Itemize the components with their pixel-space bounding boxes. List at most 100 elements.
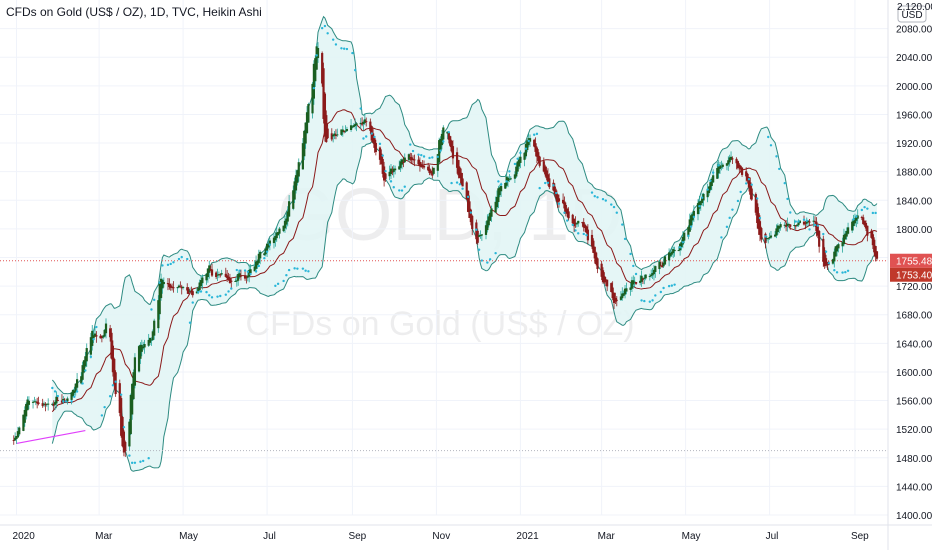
candle-body: [179, 286, 182, 288]
candle-body: [672, 249, 675, 254]
candle-body: [740, 167, 744, 175]
candle-body: [354, 124, 357, 127]
psar-dot: [420, 153, 423, 157]
candle-body: [351, 126, 354, 128]
candle-body: [804, 223, 807, 225]
candle-body: [55, 396, 58, 404]
psar-dot: [654, 294, 657, 297]
candle-body: [71, 389, 75, 397]
candle-body: [764, 233, 767, 243]
candle-body: [831, 259, 835, 264]
candle-body: [815, 221, 818, 232]
psar-dot: [532, 133, 536, 136]
candle-body: [93, 333, 97, 337]
psar-dot: [747, 178, 751, 181]
candle-body: [533, 139, 536, 147]
psar-dot: [461, 187, 464, 190]
candle-body: [118, 383, 121, 413]
psar-dot: [114, 380, 117, 383]
candle-body: [285, 218, 288, 225]
candle-body: [198, 282, 201, 291]
psar-dot: [128, 454, 131, 457]
candle-body: [824, 258, 828, 266]
psar-dot: [833, 269, 836, 272]
candle-body: [874, 246, 877, 257]
candle-body: [219, 274, 222, 276]
psar-dot: [816, 224, 819, 227]
psar-dot: [786, 197, 789, 201]
psar-dot: [475, 228, 478, 231]
candle-body: [805, 221, 808, 224]
candle-body: [446, 131, 449, 134]
psar-dot: [342, 47, 346, 50]
candle-body: [409, 157, 412, 159]
psar-dot: [56, 394, 60, 398]
candle-body: [237, 274, 240, 281]
psar-dot: [119, 393, 123, 396]
candle-body: [66, 398, 69, 402]
psar-dot: [535, 132, 539, 136]
candle-body: [651, 272, 654, 276]
candle-body: [349, 125, 353, 130]
candle-body: [702, 193, 705, 201]
psar-dot: [670, 284, 674, 287]
psar-dot: [210, 296, 214, 299]
candle-body: [182, 286, 185, 288]
psar-dot: [282, 279, 285, 283]
psar-dot: [458, 183, 462, 186]
psar-dot: [590, 191, 594, 194]
candle-body: [619, 296, 623, 300]
candle-body: [352, 125, 355, 128]
moving-average-basis: [51, 109, 878, 413]
psar-dot: [409, 143, 412, 146]
candle-body: [191, 291, 194, 296]
candle-body: [875, 251, 879, 259]
psar-dot: [268, 243, 272, 246]
candle-body: [274, 236, 277, 241]
psar-dot: [81, 382, 84, 385]
candle-body: [487, 216, 490, 226]
candle-body: [41, 403, 44, 406]
psar-dot: [632, 264, 635, 268]
psar-dot: [477, 248, 481, 251]
candle-body: [606, 279, 609, 287]
candle-body: [89, 337, 92, 355]
x-tick-label: Nov: [432, 531, 450, 542]
psar-dot: [775, 155, 778, 158]
psar-dot: [230, 287, 233, 290]
psar-dot: [667, 284, 671, 288]
psar-dot: [610, 203, 613, 206]
x-tick-label: Jul: [766, 531, 779, 542]
candle-body: [245, 277, 248, 279]
candle-body: [696, 203, 700, 215]
candle-body: [226, 275, 229, 279]
candle-body: [197, 287, 200, 293]
candle-body: [575, 223, 578, 225]
candle-body: [206, 268, 209, 278]
candle-body: [486, 220, 489, 231]
candle-body: [736, 161, 740, 169]
candle-body: [139, 344, 142, 359]
x-tick-label: 2021: [516, 531, 539, 542]
candle-body: [263, 253, 266, 256]
candle-body: [738, 164, 741, 168]
candle-body: [447, 132, 450, 140]
currency-badge[interactable]: USD: [897, 5, 927, 23]
candle-body: [311, 83, 314, 114]
candle-body: [789, 224, 792, 227]
candle-body: [253, 266, 256, 272]
price-badges: 1755.48 1753.40: [890, 253, 932, 282]
candle-body: [863, 220, 866, 226]
candle-body: [305, 112, 309, 134]
candle-body: [658, 261, 661, 270]
candle-body: [707, 186, 711, 194]
candle-body: [341, 129, 344, 133]
candle-body: [186, 287, 189, 291]
candle-body: [407, 154, 410, 160]
candle-body: [542, 161, 545, 172]
candle-body: [169, 285, 172, 288]
candle-body: [746, 173, 749, 181]
candle-body: [523, 152, 526, 160]
